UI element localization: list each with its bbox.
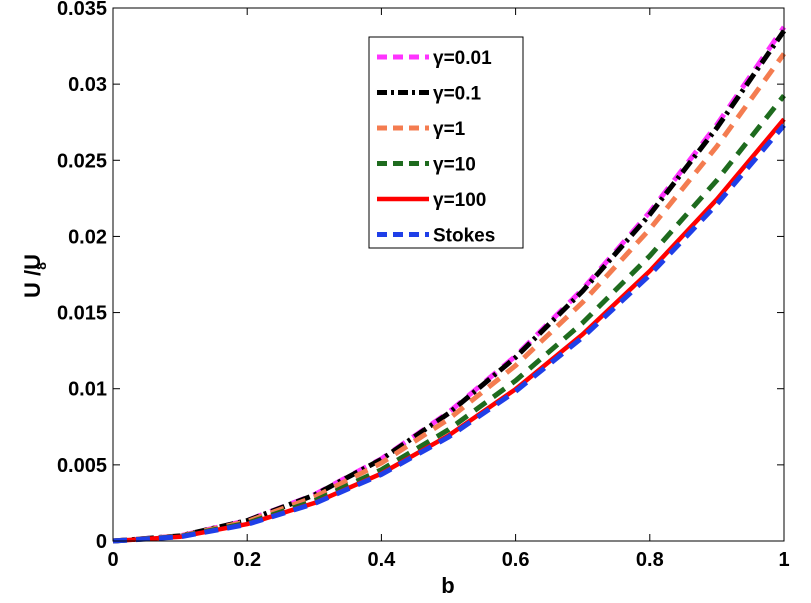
legend-label-2: γ=1 xyxy=(433,119,466,140)
y-tick-label: 0.03 xyxy=(68,74,107,96)
series-line-3 xyxy=(112,94,786,544)
legend-box xyxy=(368,36,524,249)
legend-label-3: γ=10 xyxy=(433,155,476,176)
y-axis-title-text: U /U xyxy=(20,254,45,298)
y-tick-label: 0.01 xyxy=(68,379,107,401)
axes xyxy=(112,7,785,542)
y-ticks: 0 0.005 0.01 0.015 0.02 0.025 0.03 0.035 xyxy=(57,0,784,553)
plot-area-frame xyxy=(112,7,785,542)
y-tick-label: 0.02 xyxy=(68,226,107,248)
x-tick-label: 0.2 xyxy=(233,549,261,571)
y-tick-label: 0.005 xyxy=(57,455,107,477)
y-axis-title-subscript: 8 xyxy=(33,262,49,270)
x-tick-label: 0.8 xyxy=(636,549,664,571)
y-tick-label: 0.035 xyxy=(57,0,107,20)
x-tick-label: 0 xyxy=(107,549,118,571)
plot-lines xyxy=(112,25,787,544)
x-tick-label: 1 xyxy=(778,549,789,571)
legend: γ=0.01 γ=0.1 γ=1 γ=10 γ=100 Stokes xyxy=(368,36,524,249)
y-axis-title-group: U /U xyxy=(20,254,45,298)
legend-label-4: γ=100 xyxy=(433,190,486,211)
legend-label-5: Stokes xyxy=(433,226,495,247)
legend-label-0: γ=0.01 xyxy=(433,48,492,69)
y-tick-label: 0 xyxy=(96,531,107,553)
x-ticks: 0 0.2 0.4 0.6 0.8 1 xyxy=(107,8,790,571)
series-line-2 xyxy=(112,52,787,544)
series-line-1 xyxy=(112,29,787,544)
x-tick-label: 0.6 xyxy=(502,549,530,571)
y-tick-label: 0.025 xyxy=(57,150,107,172)
x-tick-label: 0.4 xyxy=(367,549,396,571)
y-axis-title: U /U xyxy=(20,254,45,298)
legend-label-1: γ=0.1 xyxy=(433,84,482,105)
series-line-5 xyxy=(112,123,786,544)
y-tick-label: 0.015 xyxy=(57,303,107,325)
x-axis-title: b xyxy=(441,573,454,598)
